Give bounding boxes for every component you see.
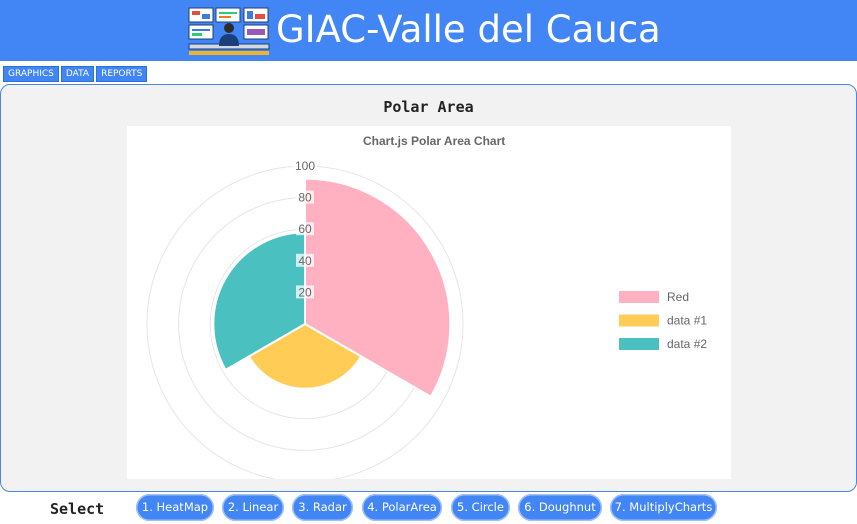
polararea-button[interactable]: 4. PolarArea bbox=[362, 494, 442, 521]
radar-button[interactable]: 3. Radar bbox=[292, 494, 353, 521]
tick-label-backdrop bbox=[296, 190, 314, 204]
tick-label-backdrop bbox=[296, 222, 314, 236]
linear-button[interactable]: 2. Linear bbox=[222, 494, 284, 521]
heatmap-button[interactable]: 1. HeatMap bbox=[136, 494, 214, 521]
legend-swatch-1 bbox=[619, 314, 659, 327]
nav-tabs: GRAPHICS DATA REPORTS bbox=[3, 66, 148, 82]
chart-canvas: Chart.js Polar Area Chart 20 40 60 80 100 Red d… bbox=[127, 126, 731, 479]
doughnut-button[interactable]: 6. Doughnut bbox=[518, 494, 602, 521]
app-header: GIAC-Valle del Cauca bbox=[0, 0, 857, 61]
tab-reports[interactable]: REPORTS bbox=[96, 66, 148, 82]
circle-button[interactable]: 5. Circle bbox=[451, 494, 510, 521]
chart-title: Chart.js Polar Area Chart bbox=[363, 134, 505, 148]
tick-label-backdrop bbox=[296, 285, 314, 299]
polar-wedge-red bbox=[304, 177, 452, 399]
legend-swatch-2 bbox=[619, 338, 659, 350]
tick-label-20: 20 bbox=[298, 285, 312, 299]
polar-area-chart: Chart.js Polar Area Chart 20 40 60 80 100 Red d… bbox=[146, 134, 707, 479]
app-title: GIAC-Valle del Cauca bbox=[276, 8, 661, 51]
legend-swatch-0 bbox=[619, 291, 659, 303]
tick-label-100: 100 bbox=[295, 159, 315, 173]
chart-panel: Polar Area Chart.js Polar Area Chart 20 40… bbox=[0, 84, 857, 492]
legend-label-1: data #1 bbox=[667, 314, 707, 328]
chart-selector-bar: Select 1. HeatMap 2. Linear 3. Radar 4. … bbox=[0, 494, 857, 524]
multiplycharts-button[interactable]: 7. MultiplyCharts bbox=[610, 494, 717, 521]
select-label: Select bbox=[50, 500, 105, 518]
legend-label-0: Red bbox=[667, 290, 689, 304]
tab-data[interactable]: DATA bbox=[60, 66, 95, 82]
polar-wedge-data-2 bbox=[212, 231, 306, 372]
tick-label-backdrop bbox=[296, 253, 314, 267]
tick-label-80: 80 bbox=[298, 191, 312, 205]
tick-label-backdrop bbox=[292, 159, 318, 172]
monitoring-station-logo bbox=[188, 7, 270, 55]
legend-label-2: data #2 bbox=[667, 337, 707, 351]
tick-label-40: 40 bbox=[298, 254, 312, 268]
tick-label-60: 60 bbox=[298, 222, 312, 236]
panel-title: Polar Area bbox=[383, 98, 474, 116]
tab-graphics[interactable]: GRAPHICS bbox=[3, 66, 59, 82]
polar-wedge-data-1 bbox=[247, 322, 363, 390]
